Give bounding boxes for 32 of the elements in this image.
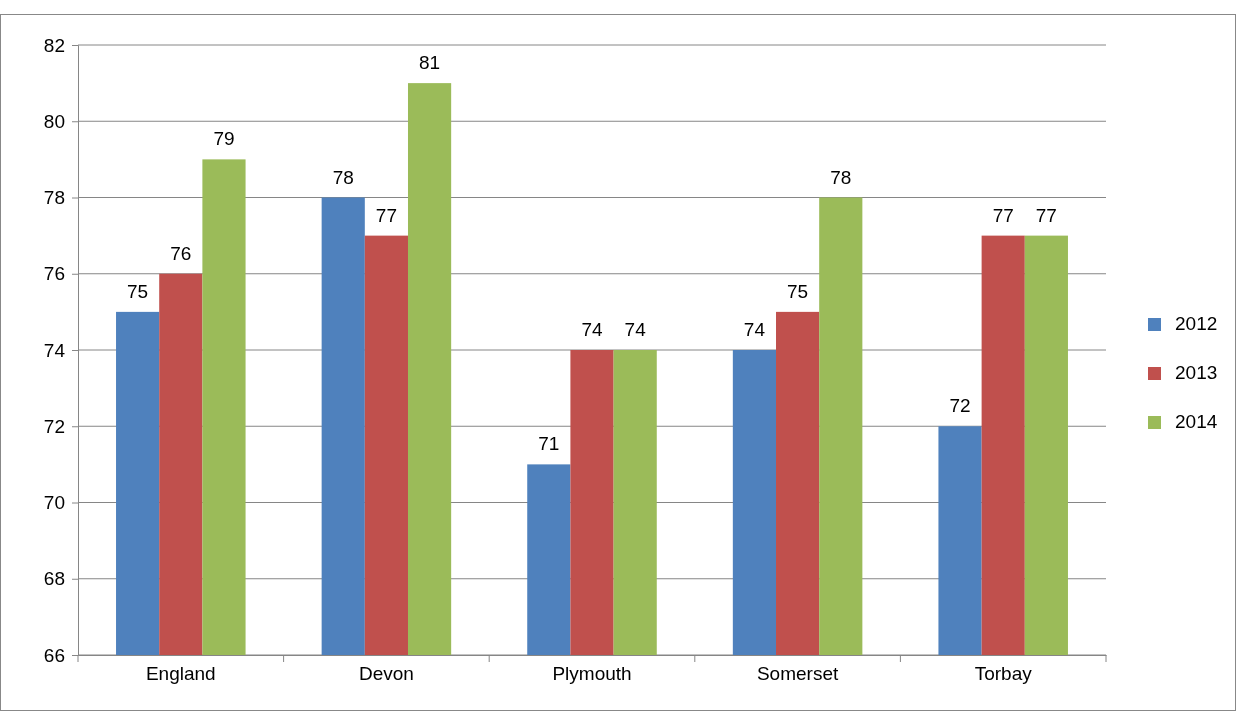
data-label: 77 [1035, 204, 1057, 226]
y-tick-label: 76 [43, 263, 65, 285]
data-label: 79 [213, 128, 235, 150]
data-label: 77 [992, 204, 1014, 226]
data-label: 77 [375, 204, 397, 226]
data-label: 71 [538, 433, 560, 455]
y-tick-label: 74 [43, 339, 66, 361]
data-label: 78 [830, 166, 852, 188]
x-tick-label: Plymouth [552, 663, 632, 684]
y-tick-label: 82 [43, 34, 65, 56]
x-tick-label: Torbay [974, 663, 1033, 684]
data-label: 74 [743, 319, 766, 340]
data-label: 72 [949, 395, 971, 417]
x-tick-label: Somerset [756, 663, 839, 684]
data-label: 76 [170, 242, 192, 264]
legend-label: 2012 [1175, 313, 1218, 334]
y-tick-label: 70 [43, 492, 65, 514]
legend-label: 2013 [1175, 362, 1218, 383]
data-label: 78 [332, 166, 354, 188]
data-label: 74 [581, 319, 603, 340]
y-tick-label: 68 [43, 568, 65, 590]
y-tick-label: 80 [43, 110, 65, 132]
data-label: 75 [787, 280, 809, 302]
x-tick-label: Devon [358, 663, 414, 684]
x-tick-label: England [145, 663, 216, 684]
y-tick-label: 78 [43, 187, 65, 209]
legend-label: 2014 [1175, 411, 1218, 432]
data-label: 74 [624, 319, 647, 340]
data-label: 81 [419, 52, 441, 74]
y-tick-label: 66 [43, 644, 65, 666]
data-label: 75 [127, 280, 149, 302]
y-tick-label: 72 [43, 415, 65, 437]
